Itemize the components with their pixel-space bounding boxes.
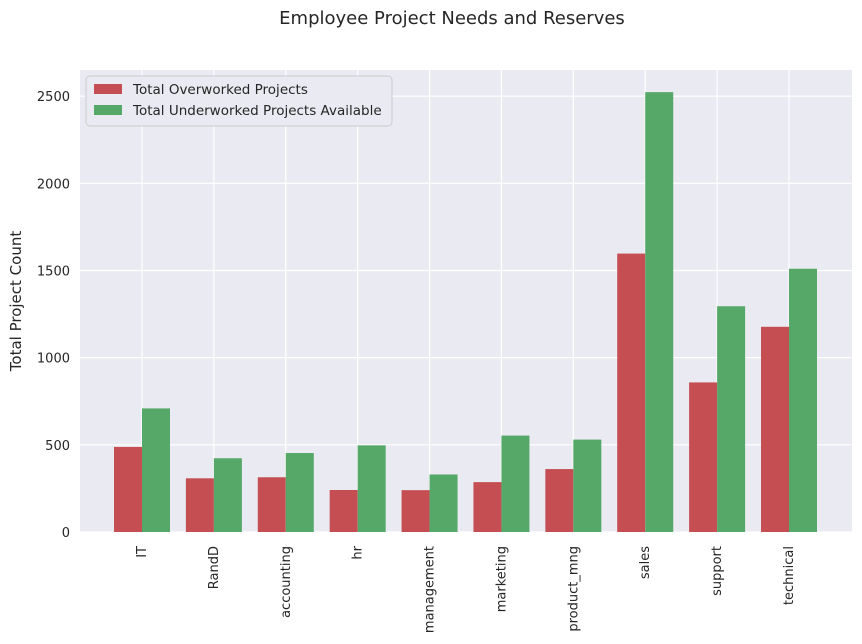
bars [114, 92, 817, 533]
bar-underworked-management [429, 474, 458, 532]
legend-label-overworked: Total Overworked Projects [132, 82, 308, 98]
bar-overworked-technical [761, 326, 789, 532]
y-tick-label: 1500 [37, 264, 70, 279]
bar-underworked-hr [357, 445, 386, 532]
legend-swatch-underworked [94, 105, 122, 115]
y-tick-label: 1000 [37, 352, 70, 367]
bar-underworked-support [717, 306, 746, 532]
bar-overworked-product_mng [545, 469, 574, 532]
x-tick-label: accounting [279, 546, 294, 618]
bar-overworked-management [401, 490, 430, 532]
legend: Total Overworked Projects Total Underwor… [85, 75, 393, 127]
x-tick-label: sales [638, 546, 653, 579]
bar-underworked-IT [142, 408, 170, 532]
legend-label-underworked: Total Underworked Projects Available [132, 103, 382, 119]
y-axis-ticks: 0 500 1000 1500 2000 2500 [37, 90, 70, 541]
chart-title: Employee Project Needs and Reserves [279, 8, 625, 29]
y-tick-label: 500 [45, 439, 70, 454]
bar-underworked-marketing [501, 435, 530, 532]
x-tick-label: support [710, 546, 725, 596]
bar-underworked-technical [789, 268, 817, 532]
bar-overworked-IT [114, 446, 142, 532]
x-axis-ticks: IT RandD accounting hr management marketing pr… [135, 545, 797, 633]
bar-underworked-sales [645, 92, 674, 533]
bar-overworked-accounting [257, 477, 286, 532]
bar-underworked-RandD [213, 458, 242, 532]
bar-overworked-marketing [473, 482, 502, 532]
y-tick-label: 2500 [37, 90, 70, 105]
x-tick-label: hr [351, 545, 366, 559]
x-tick-label: IT [135, 546, 150, 558]
y-tick-label: 0 [62, 526, 70, 541]
legend-box [85, 75, 393, 127]
x-tick-label: marketing [494, 546, 509, 612]
bar-underworked-product_mng [573, 439, 602, 532]
gridlines [80, 70, 852, 533]
x-tick-label: management [423, 546, 438, 633]
legend-swatch-overworked [94, 84, 122, 94]
y-axis-label: Total Project Count [7, 231, 25, 373]
y-tick-label: 2000 [37, 177, 70, 192]
bar-overworked-sales [617, 253, 646, 532]
bar-underworked-accounting [285, 453, 314, 532]
bar-overworked-support [689, 382, 718, 532]
x-tick-label: technical [782, 546, 797, 605]
bar-overworked-hr [329, 489, 358, 532]
bar-overworked-RandD [185, 478, 214, 532]
x-tick-label: product_mng [566, 546, 581, 632]
x-tick-label: RandD [207, 546, 222, 589]
